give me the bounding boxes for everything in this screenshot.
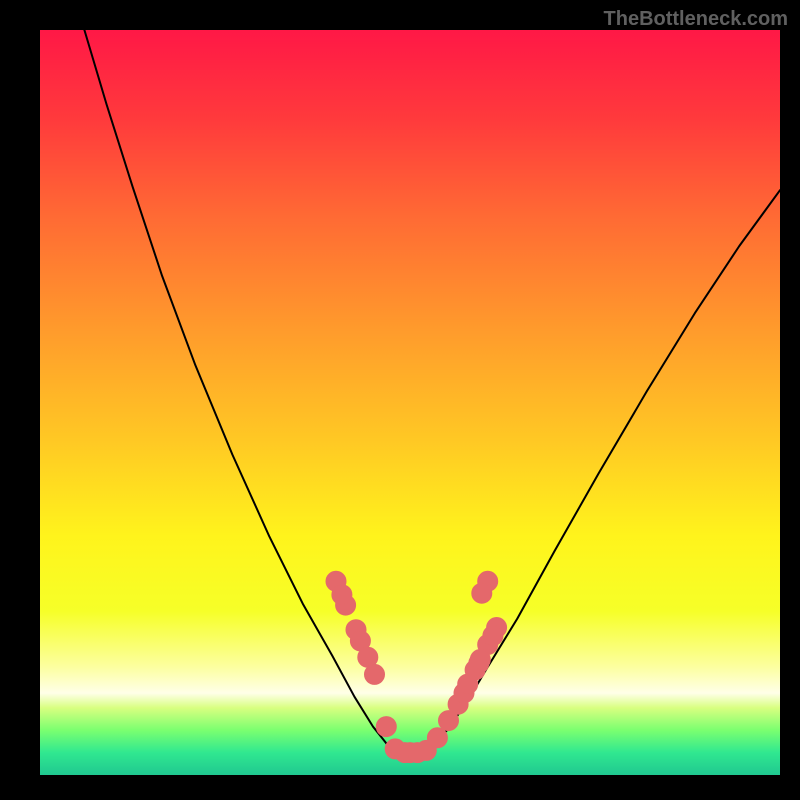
data-marker [332,585,352,605]
plot-area [40,30,780,775]
data-marker [472,583,492,603]
watermark-text: TheBottleneck.com [604,8,788,31]
data-marker [483,626,503,646]
chart-svg [40,30,780,775]
heatmap-background [40,30,780,775]
data-marker [427,728,447,748]
chart-container: TheBottleneck.com [0,0,800,800]
data-marker [470,650,490,670]
data-marker [458,674,478,694]
data-marker [376,717,396,737]
data-marker [365,664,385,684]
